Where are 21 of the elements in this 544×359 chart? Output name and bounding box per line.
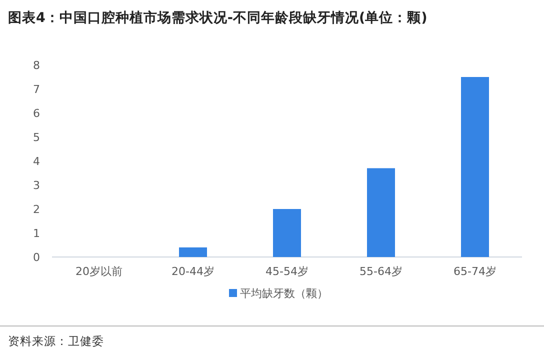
bar [179, 247, 207, 257]
y-tick-label: 5 [33, 131, 40, 144]
text: 资料来源：卫健委 [8, 334, 104, 348]
y-tick-label: 4 [33, 155, 40, 168]
x-tick-label: 65-74岁 [454, 265, 496, 278]
y-tick-label: 3 [33, 179, 40, 192]
x-tick-label: 55-64岁 [360, 265, 402, 278]
y-tick-label: 1 [33, 227, 40, 240]
y-tick-label: 0 [33, 251, 40, 264]
x-tick-label: 20岁以前 [76, 265, 122, 278]
x-tick-label: 20-44岁 [172, 265, 214, 278]
legend-label: 平均缺牙数（颗） [240, 287, 328, 300]
bar [367, 168, 395, 257]
y-tick-label: 8 [33, 59, 40, 72]
y-tick-label: 6 [33, 107, 40, 120]
chart-title: 图表4：中国口腔种植市场需求状况-不同年龄段缺牙情况(单位：颗) [8, 9, 428, 26]
y-tick-label: 2 [33, 203, 40, 216]
bar [461, 77, 489, 257]
x-tick-label: 45-54岁 [266, 265, 308, 278]
bar [273, 209, 301, 257]
y-tick-label: 7 [33, 83, 40, 96]
